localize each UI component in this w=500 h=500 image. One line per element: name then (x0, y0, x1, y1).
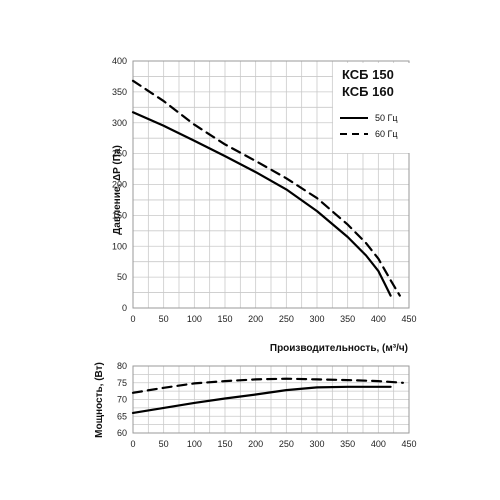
pressure-x-tick: 400 (371, 314, 386, 324)
pressure-y-tick: 0 (122, 303, 127, 313)
pressure-series-lines (131, 79, 401, 297)
pressure-series-line-60hz (131, 79, 401, 297)
power-chart-grid (132, 365, 410, 434)
pressure-x-tick: 50 (159, 314, 169, 324)
power-plot-border (132, 365, 410, 434)
pressure-x-tick: 0 (130, 314, 135, 324)
power-x-tick: 300 (309, 439, 324, 449)
pressure-y-tick: 300 (112, 118, 127, 128)
pressure-chart-grid (132, 60, 410, 309)
pressure-y-tick: 250 (112, 149, 127, 159)
pressure-x-tick: 150 (217, 314, 232, 324)
pressure-y-tick: 400 (112, 56, 127, 66)
power-y-axis-label: Мощность, (Вт) (94, 362, 105, 438)
model-name-2: КСБ 160 (342, 84, 394, 99)
power-series-line-50hz (131, 385, 392, 414)
pressure-y-tick: 100 (112, 241, 127, 251)
power-y-tick: 65 (117, 411, 127, 421)
pressure-x-tick: 450 (401, 314, 416, 324)
power-x-tick-labels: 0 50 100 150 200 250 300 350 400 450 (130, 439, 416, 449)
pressure-x-tick: 200 (248, 314, 263, 324)
legend-label-60hz: 60 Гц (375, 129, 398, 139)
pressure-y-tick: 50 (117, 272, 127, 282)
legend-box-background (333, 63, 411, 153)
pressure-plot-border (132, 60, 410, 309)
pressure-x-tick: 300 (309, 314, 324, 324)
pressure-y-tick: 150 (112, 210, 127, 220)
power-x-tick: 50 (159, 439, 169, 449)
power-x-tick: 350 (340, 439, 355, 449)
power-x-tick: 450 (401, 439, 416, 449)
pressure-x-tick-labels: 0 50 100 150 200 250 300 350 400 450 (130, 314, 416, 324)
pressure-y-tick-labels: 0 50 100 150 200 250 300 350 400 (112, 56, 127, 313)
power-x-tick: 0 (130, 439, 135, 449)
power-y-tick: 75 (117, 378, 127, 388)
power-series-lines (131, 377, 404, 414)
pressure-x-tick: 250 (279, 314, 294, 324)
pressure-x-tick: 350 (340, 314, 355, 324)
legend-label-50hz: 50 Гц (375, 113, 398, 123)
pressure-series-line-50hz (131, 111, 392, 297)
power-y-tick: 70 (117, 395, 127, 405)
pressure-x-tick: 100 (187, 314, 202, 324)
power-series-line-60hz (131, 377, 404, 394)
power-x-tick: 200 (248, 439, 263, 449)
model-name-1: КСБ 150 (342, 67, 394, 82)
pressure-y-tick: 350 (112, 87, 127, 97)
power-y-tick: 80 (117, 361, 127, 371)
power-chart-frame (132, 365, 410, 434)
pressure-chart-frame (132, 60, 410, 309)
pressure-y-tick: 200 (112, 180, 127, 190)
power-x-tick: 400 (371, 439, 386, 449)
pressure-y-axis-label: Давление, ΔP (Па) (112, 145, 123, 235)
power-y-tick: 60 (117, 428, 127, 438)
power-y-tick-labels: 60 65 70 75 80 (117, 361, 127, 438)
power-x-tick: 150 (217, 439, 232, 449)
x-axis-label: Производительность, (м³/ч) (270, 343, 408, 354)
power-x-tick: 250 (279, 439, 294, 449)
power-x-tick: 100 (187, 439, 202, 449)
